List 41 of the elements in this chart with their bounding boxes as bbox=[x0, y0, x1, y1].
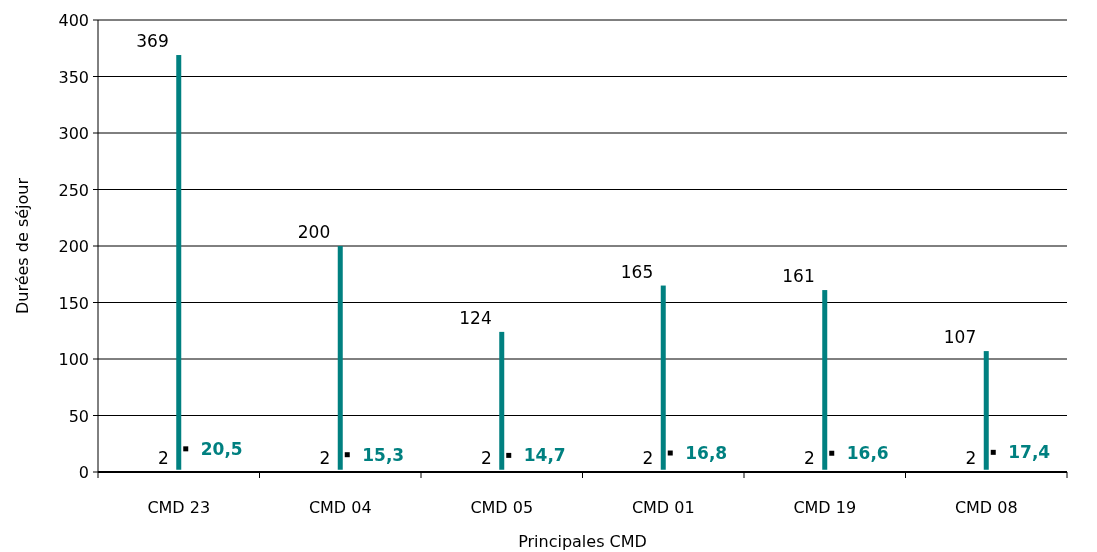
bar bbox=[499, 331, 505, 470]
data-label: 20,5 bbox=[200, 438, 243, 459]
x-tick-label: CMD 05 bbox=[470, 498, 534, 517]
annotation: 2 bbox=[319, 447, 331, 468]
y-tick-label: 50 bbox=[68, 406, 89, 426]
y-tick-label: 400 bbox=[58, 11, 89, 30]
annotation: 2 bbox=[157, 447, 169, 468]
x-tick-label: CMD 19 bbox=[793, 498, 857, 517]
data-label: 16,6 bbox=[846, 443, 889, 464]
y-tick-label: 200 bbox=[58, 237, 89, 256]
annotation: 2 bbox=[803, 447, 815, 468]
annotation: 107 bbox=[943, 327, 977, 348]
annotation: 2 bbox=[642, 447, 654, 468]
data-label: 17,4 bbox=[1008, 442, 1051, 463]
x-tick-label: CMD 01 bbox=[631, 498, 695, 517]
y-tick-label: 250 bbox=[58, 180, 89, 200]
annotation: 2 bbox=[965, 447, 977, 468]
bar bbox=[983, 351, 989, 470]
x-axis-title: Principales CMD bbox=[518, 532, 647, 551]
x-tick-label: CMD 23 bbox=[147, 498, 211, 517]
annotation: 200 bbox=[297, 222, 331, 242]
x-tick-label: CMD 04 bbox=[308, 498, 372, 517]
x-tick-label: CMD 08 bbox=[954, 498, 1018, 517]
annotation: 369 bbox=[136, 31, 169, 52]
y-tick-label: 0 bbox=[78, 463, 89, 482]
bar bbox=[660, 285, 666, 470]
bar bbox=[337, 246, 343, 470]
y-tick-label: 350 bbox=[58, 67, 89, 87]
annotation: 161 bbox=[782, 266, 815, 287]
y-tick-label: 150 bbox=[58, 293, 89, 313]
data-label: 16,8 bbox=[685, 443, 728, 464]
y-tick-label: 100 bbox=[58, 350, 89, 369]
data-label: 14,7 bbox=[523, 445, 566, 466]
bar bbox=[176, 55, 182, 470]
y-tick-label: 300 bbox=[58, 124, 89, 143]
data-label: 15,3 bbox=[362, 444, 405, 465]
annotation: 2 bbox=[480, 447, 492, 468]
annotation: 124 bbox=[459, 307, 492, 328]
y-axis-title: Durées de séjour bbox=[13, 177, 32, 315]
annotation: 165 bbox=[620, 261, 654, 282]
bar bbox=[822, 290, 828, 470]
